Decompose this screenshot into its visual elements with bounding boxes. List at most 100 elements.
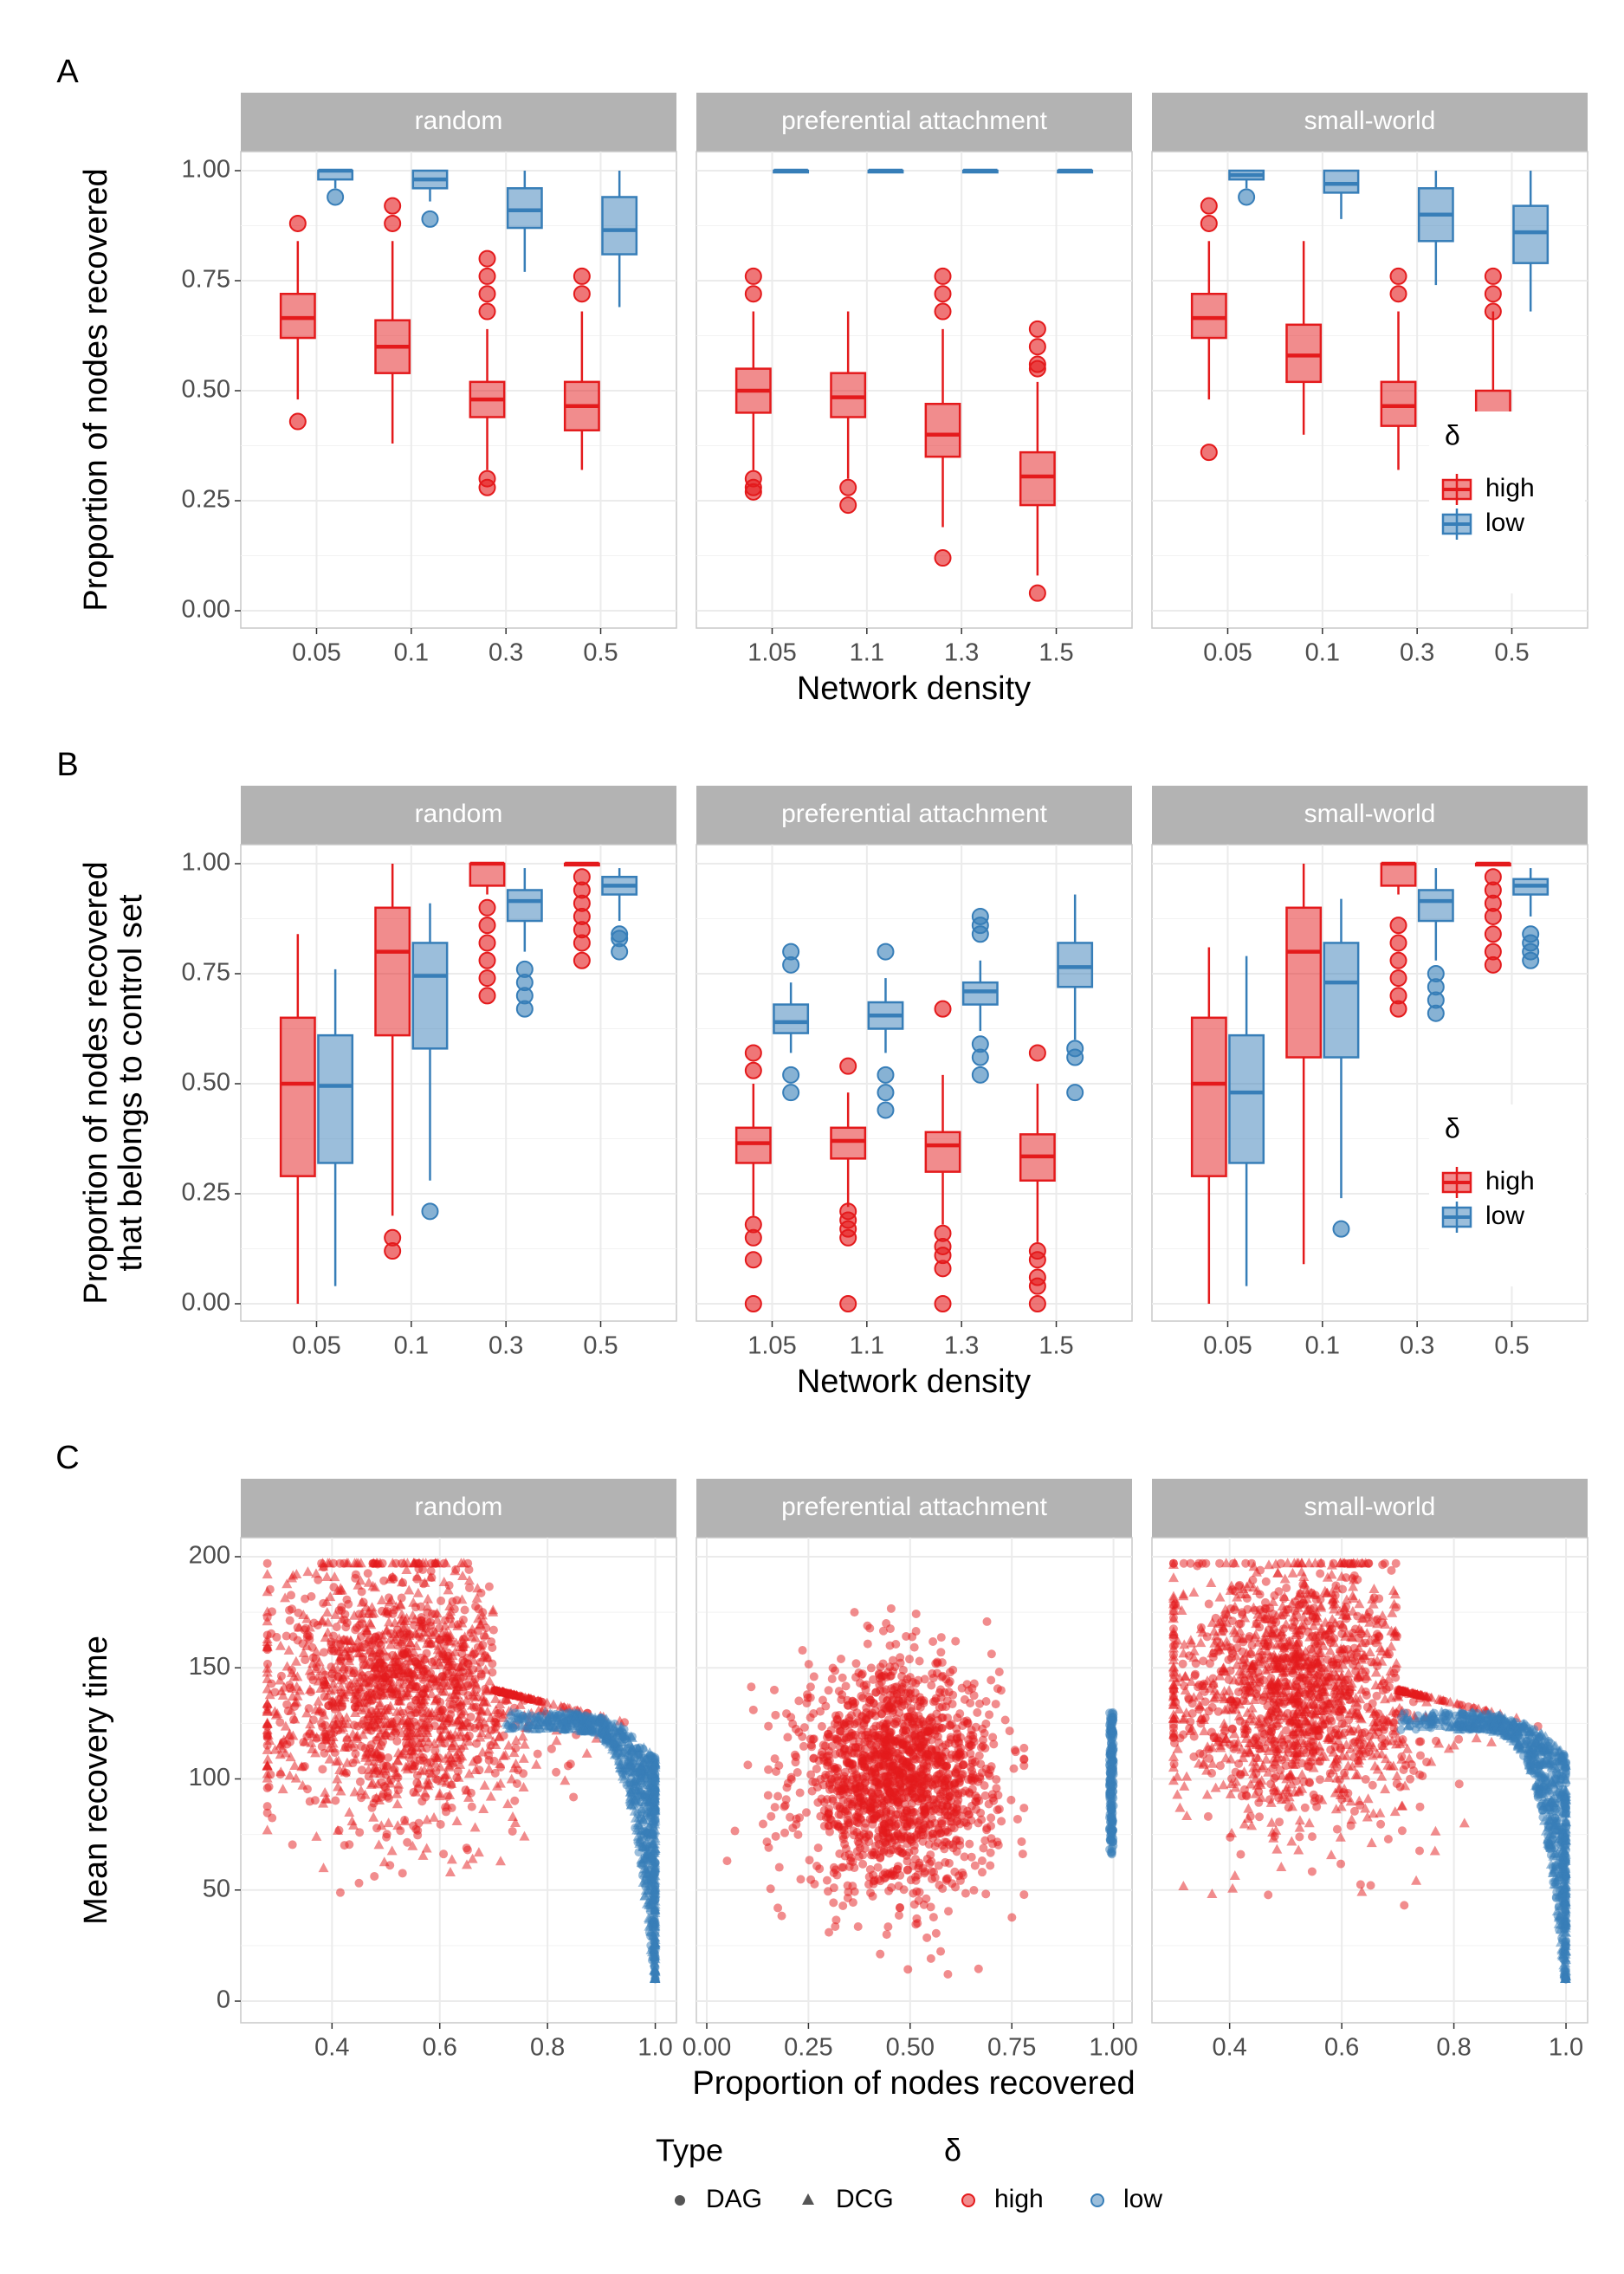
legend-background [1429,1105,1585,1286]
point-dag-high [351,1573,360,1583]
point-dag-high [967,1766,977,1776]
point-dag-high [344,1599,353,1609]
outlier-point [1028,320,1046,338]
box-iqr [734,1126,772,1164]
box-high-0.05 [1190,947,1227,1304]
point-dag-high [439,1850,449,1859]
facet-strip-label: preferential attachment [781,800,1048,828]
point-dcg-high [467,1853,478,1863]
point-dag-high [884,1886,894,1895]
point-dag-high [430,1753,439,1763]
point-dag-high [810,1879,819,1889]
point-dag-low [564,1708,573,1718]
point-dag-high [818,1752,828,1762]
point-dag-high [759,1819,768,1829]
point-dag-high [484,1755,494,1765]
point-dag-high [478,1640,488,1649]
box-low-0.5 [1512,171,1550,312]
point-dag-high [849,1702,858,1712]
point-dag-high [508,1826,517,1836]
point-dag-high [991,1700,1000,1709]
point-dag-high [948,1843,958,1853]
box-low-0.05 [317,969,354,1286]
point-dag-high [437,1596,446,1605]
box-iqr [506,187,543,230]
point-dag-high [748,1705,758,1714]
outlier-point [1389,969,1407,988]
point-dag-low [638,1744,648,1753]
point-dag-high [964,1735,974,1745]
x-tick-label: 1.1 [850,1332,884,1360]
point-dag-high [382,1652,391,1662]
point-dag-high [864,1872,874,1882]
point-dag-high [981,1719,991,1728]
outlier-point [1028,360,1046,378]
point-dag-high [1019,1804,1029,1813]
point-dag-high [914,1675,923,1685]
point-dag-high [980,1744,990,1753]
point-dag-low [534,1724,544,1733]
point-dag-high [340,1610,350,1619]
facet-strip-label: random [415,800,503,828]
box-low-0.3 [506,868,543,1018]
point-dag-high [467,1802,476,1811]
point-dcg-high [305,1719,316,1729]
outlier-point [1066,1084,1084,1102]
x-tick-label: 0.6 [1324,2034,1359,2062]
box-low-0.3 [1417,171,1454,286]
point-dcg-high [518,1752,529,1763]
outlier-point [611,943,629,961]
point-dag-high [931,1659,941,1668]
point-dag-high [809,1734,818,1744]
point-dag-high [764,1765,773,1774]
point-dag-high [431,1766,441,1776]
box-low-0.1 [1323,898,1360,1238]
box-high-1.1 [830,311,867,515]
outlier-point [1200,214,1218,232]
point-dag-high [940,1780,949,1790]
outlier-point [971,1066,989,1084]
outlier-point [934,1260,952,1278]
point-dcg-high [581,1747,592,1758]
point-dcg-high [281,1578,293,1589]
x-tick-label: 0.05 [292,1332,340,1360]
point-dag-high [418,1756,428,1765]
point-dag-high [886,1798,896,1807]
point-dag-high [479,1632,488,1642]
y-tick-label: 0.50 [182,1069,230,1097]
point-dag-high [359,1597,368,1607]
point-dag-high [790,1750,799,1759]
x-tick-label: 0.05 [292,639,340,667]
point-dag-high [928,1697,938,1707]
point-dag-high [886,1603,896,1613]
point-dag-high [848,1743,857,1752]
point-dag-high [863,1639,872,1649]
point-dag-high [447,1803,456,1812]
point-dag-high [906,1832,916,1842]
box-iqr [1323,942,1360,1059]
point-dag-high [948,1879,957,1889]
point-dag-high [496,1763,506,1772]
point-dag-high [354,1878,364,1888]
point-dag-high [460,1605,469,1615]
outlier-point [1484,956,1502,974]
point-dag-high [747,1682,756,1692]
box-high-0.5 [563,267,600,470]
point-dag-high [446,1710,456,1720]
point-dag-high [831,1750,840,1759]
box-high-0.05 [1190,197,1227,462]
point-dag-high [453,1662,463,1672]
point-dag-high [1006,1795,1016,1804]
point-dcg-high [435,1659,446,1669]
outlier-point [478,917,496,935]
box-low-0.05 [1228,956,1265,1286]
outlier-point [782,1066,800,1084]
box-low-0.05 [317,168,354,206]
x-tick-label: 0.8 [1436,2034,1471,2062]
x-tick-label: 0.05 [1203,639,1252,667]
point-dag-high [864,1698,874,1707]
legend-label-low: low [1485,1202,1524,1230]
point-dcg-high [455,1727,466,1737]
